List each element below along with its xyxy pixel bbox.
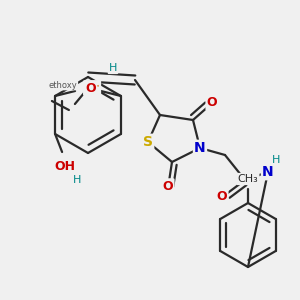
Text: N: N [194, 141, 206, 155]
Text: CH₃: CH₃ [238, 174, 258, 184]
Text: ethoxy: ethoxy [49, 80, 77, 89]
Text: H: H [73, 175, 81, 185]
Text: Br: Br [84, 82, 100, 94]
Text: O: O [85, 82, 96, 94]
Text: O: O [207, 97, 217, 110]
Text: O: O [163, 179, 173, 193]
Text: H: H [272, 155, 280, 165]
Text: N: N [262, 165, 274, 179]
Text: S: S [143, 135, 153, 149]
Text: H: H [109, 63, 117, 73]
Text: O: O [217, 190, 227, 203]
Text: OH: OH [55, 160, 76, 172]
